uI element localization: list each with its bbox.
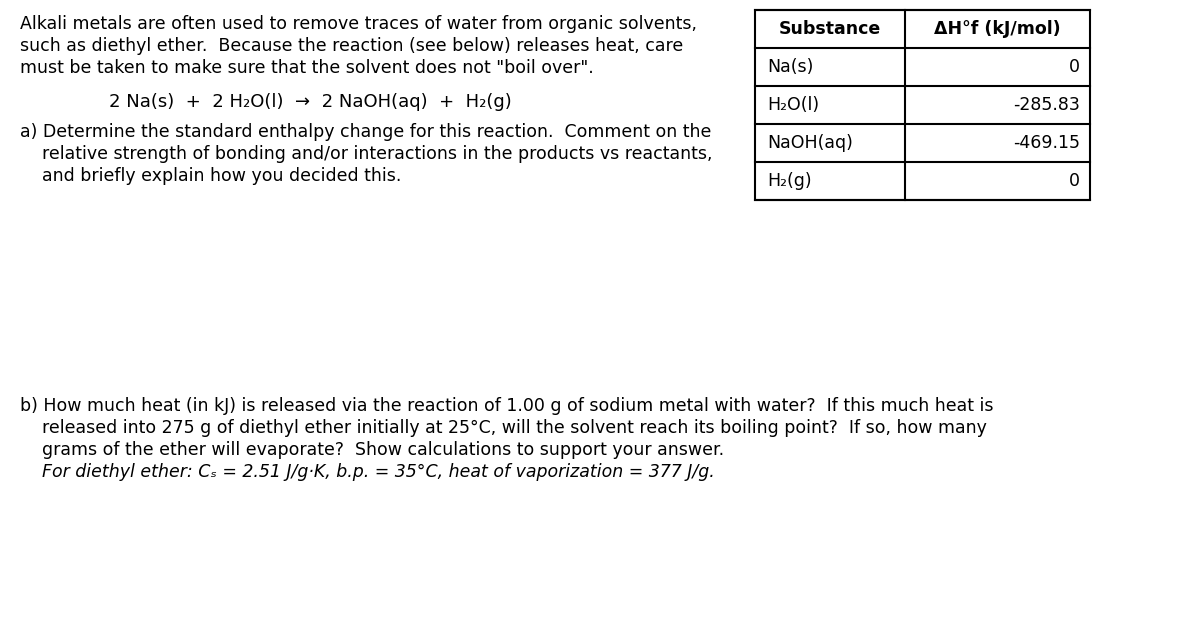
Text: NaOH(aq): NaOH(aq) xyxy=(767,134,853,152)
Text: released into 275 g of diethyl ether initially at 25°C, will the solvent reach i: released into 275 g of diethyl ether ini… xyxy=(20,419,986,437)
Text: H₂O(l): H₂O(l) xyxy=(767,96,820,114)
Text: must be taken to make sure that the solvent does not "boil over".: must be taken to make sure that the solv… xyxy=(20,59,594,77)
Text: Alkali metals are often used to remove traces of water from organic solvents,: Alkali metals are often used to remove t… xyxy=(20,15,697,33)
Text: 0: 0 xyxy=(1069,172,1080,190)
Text: -285.83: -285.83 xyxy=(1013,96,1080,114)
Text: ΔH°f (kJ/mol): ΔH°f (kJ/mol) xyxy=(934,20,1061,38)
Text: and briefly explain how you decided this.: and briefly explain how you decided this… xyxy=(20,167,401,185)
Text: 0: 0 xyxy=(1069,58,1080,76)
Bar xyxy=(755,10,1090,200)
Text: relative strength of bonding and/or interactions in the products vs reactants,: relative strength of bonding and/or inte… xyxy=(20,145,713,163)
Text: -469.15: -469.15 xyxy=(1013,134,1080,152)
Text: 2 Na(s)  +  2 H₂O(l)  →  2 NaOH(aq)  +  H₂(g): 2 Na(s) + 2 H₂O(l) → 2 NaOH(aq) + H₂(g) xyxy=(109,93,511,111)
Text: Substance: Substance xyxy=(779,20,881,38)
Text: For diethyl ether: Cₛ = 2.51 J/g·K, b.p. = 35°C, heat of vaporization = 377 J/g.: For diethyl ether: Cₛ = 2.51 J/g·K, b.p.… xyxy=(20,463,715,481)
Text: H₂(g): H₂(g) xyxy=(767,172,811,190)
Text: a) Determine the standard enthalpy change for this reaction.  Comment on the: a) Determine the standard enthalpy chang… xyxy=(20,123,712,141)
Text: b) How much heat (in kJ) is released via the reaction of 1.00 g of sodium metal : b) How much heat (in kJ) is released via… xyxy=(20,397,994,415)
Text: Na(s): Na(s) xyxy=(767,58,814,76)
Text: grams of the ether will evaporate?  Show calculations to support your answer.: grams of the ether will evaporate? Show … xyxy=(20,441,724,459)
Bar xyxy=(755,10,1090,200)
Text: such as diethyl ether.  Because the reaction (see below) releases heat, care: such as diethyl ether. Because the react… xyxy=(20,37,683,55)
